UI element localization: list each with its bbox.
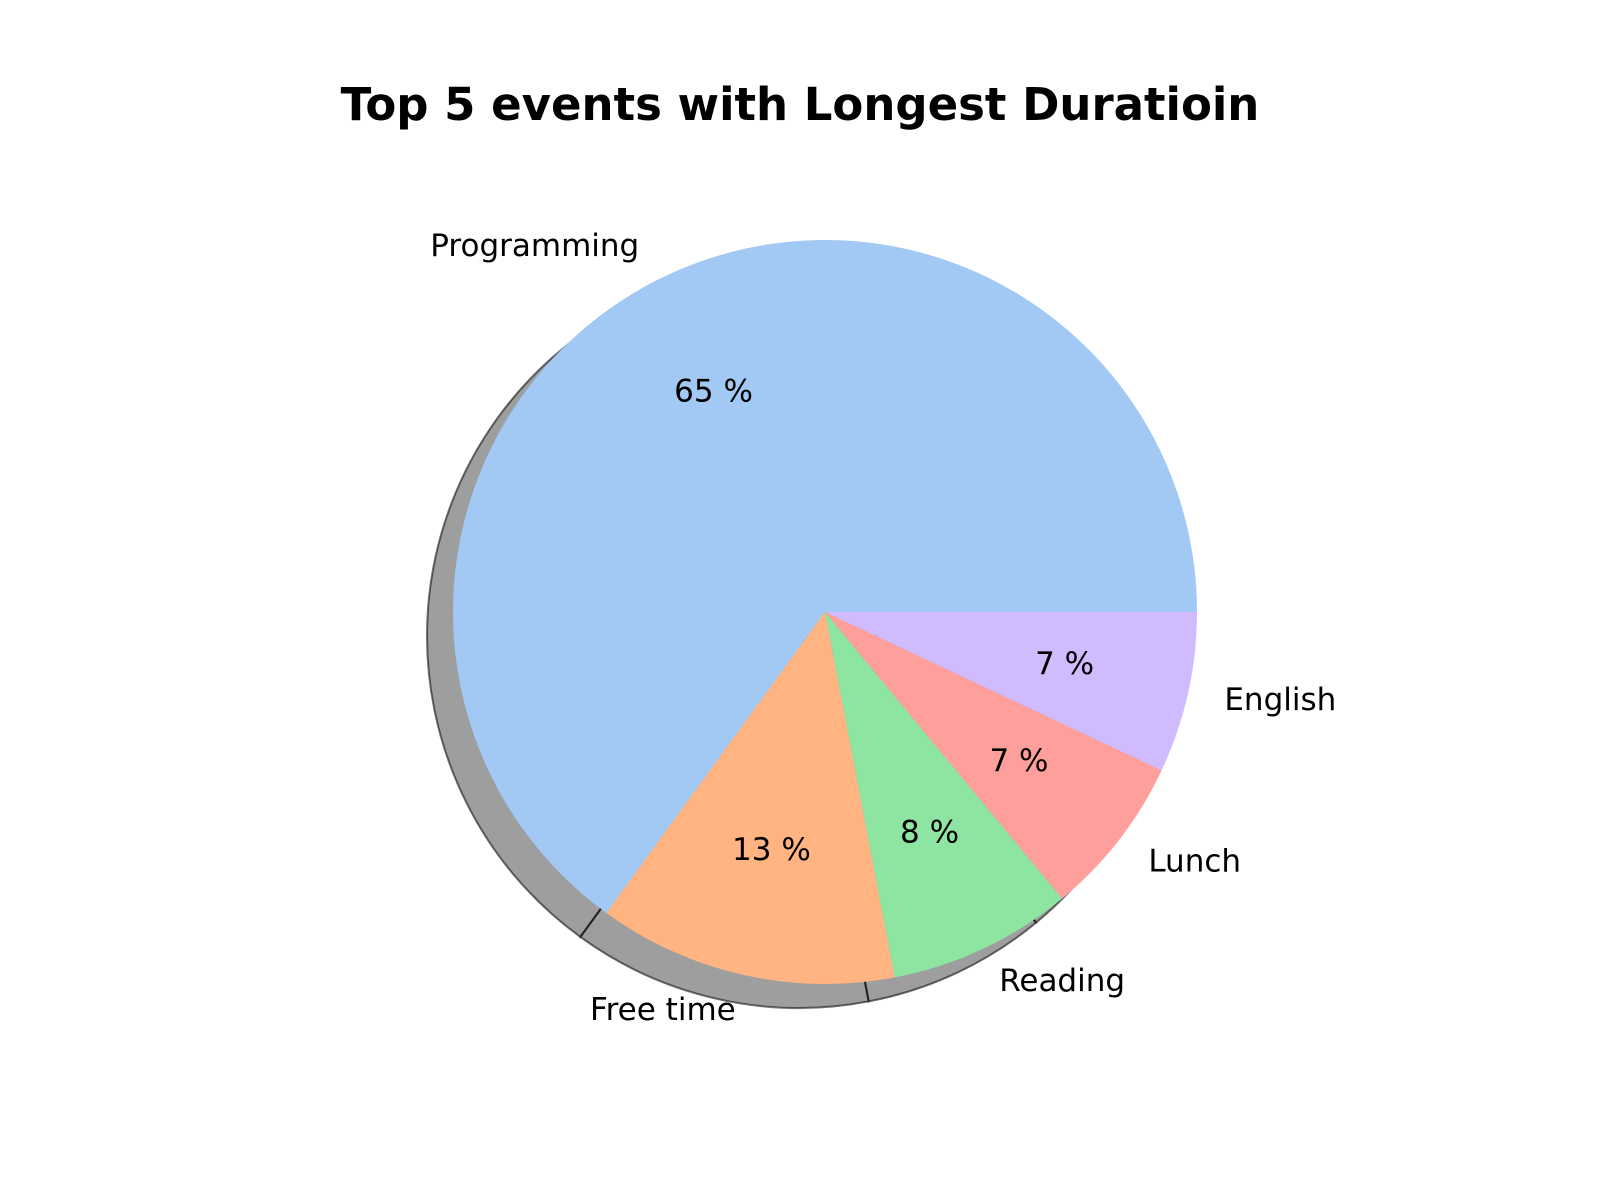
slice-programming (453, 240, 1197, 913)
pct-label-lunch: 7 % (989, 743, 1048, 779)
pct-label-programming: 65 % (674, 374, 753, 410)
label-reading: Reading (999, 963, 1125, 999)
slice-reading (825, 612, 1063, 978)
label-free-time: Free time (590, 992, 736, 1028)
label-english: English (1224, 682, 1336, 718)
pie-labels: Programming 65 % Free time 13 % Reading 8 % Lu… (430, 228, 1336, 1028)
slice-english (825, 612, 1197, 771)
chart-title: Top 5 events with Longest Duratioin (340, 78, 1260, 131)
pct-label-reading: 8 % (900, 815, 959, 851)
label-lunch: Lunch (1148, 843, 1241, 879)
pie-slices (453, 240, 1197, 984)
slice-lunch (825, 612, 1162, 899)
pct-label-free-time: 13 % (732, 832, 811, 868)
label-programming: Programming (430, 228, 639, 264)
slice-free-time (606, 612, 895, 984)
pct-label-english: 7 % (1035, 646, 1094, 682)
